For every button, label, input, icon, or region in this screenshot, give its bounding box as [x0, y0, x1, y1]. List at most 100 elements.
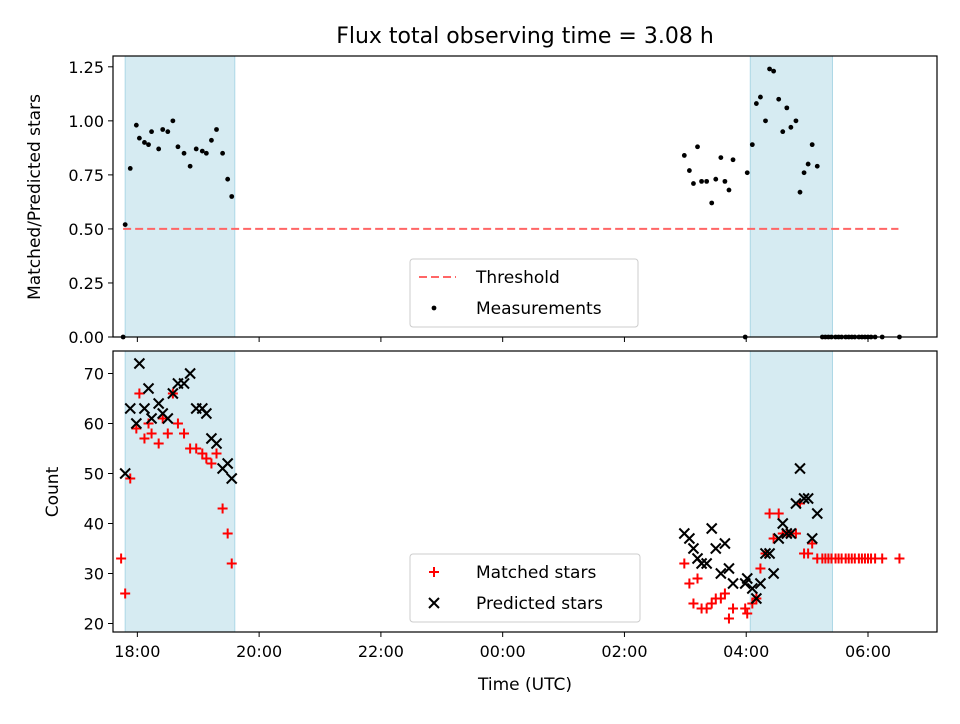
- predicted-stars-point: [719, 537, 731, 550]
- predicted-stars-point: [130, 417, 143, 430]
- measurement-point: [758, 94, 763, 100]
- y-tick-label: 30: [84, 565, 104, 584]
- predicted-stars-point: [683, 532, 696, 545]
- y-tick-label: 0.00: [68, 328, 104, 347]
- measurement-point: [704, 178, 710, 184]
- matched-stars-point: [201, 453, 212, 464]
- predicted-stars-point: [221, 457, 234, 470]
- predicted-stars-point: [798, 492, 810, 505]
- measurement-point: [193, 146, 199, 152]
- x-tick-label: 20:00: [236, 642, 282, 661]
- predicted-stars-point: [226, 472, 238, 485]
- measurement-point: [771, 68, 777, 74]
- predicted-stars-point: [777, 517, 789, 530]
- chart-title: Flux total observing time = 3.08 h: [336, 24, 714, 49]
- matched-stars-point: [679, 558, 690, 569]
- count-panel: 20 30 40 50 60 70 18:00 20:00 22:00 00:00 02:00 04:…: [84, 350, 938, 661]
- matched-stars-point: [803, 548, 814, 559]
- matched-stars-point: [139, 433, 150, 444]
- predicted-stars-point: [741, 572, 753, 585]
- measurement-point: [165, 129, 171, 135]
- predicted-stars-point: [806, 532, 818, 545]
- matched-stars-point: [222, 528, 233, 539]
- matched-stars-point: [807, 538, 818, 549]
- measurement-point: [784, 105, 790, 111]
- measurement-point: [175, 144, 181, 150]
- measurement-point: [229, 194, 235, 199]
- observing-window-band: [124, 55, 236, 338]
- ratio-y-axis-label: Matched/Predicted stars: [25, 94, 45, 300]
- matched-stars-point: [773, 508, 784, 519]
- predicted-stars-point: [794, 462, 806, 475]
- x-tick-label: 18:00: [114, 642, 160, 661]
- x-tick-label: 06:00: [845, 642, 891, 661]
- predicted-stars-point: [723, 562, 735, 575]
- axes-frame: [112, 55, 938, 338]
- legend-label: Matched stars: [476, 563, 596, 583]
- matched-stars-point: [688, 598, 699, 609]
- measurement-point: [722, 178, 728, 184]
- measurement-point: [801, 170, 807, 176]
- y-tick-label: 60: [84, 415, 104, 434]
- y-tick-label: 0.75: [68, 166, 104, 185]
- legend-label: Threshold: [475, 268, 560, 288]
- matched-stars-point: [134, 388, 145, 399]
- measurement-point: [133, 122, 139, 128]
- matched-stars-point: [684, 578, 695, 589]
- observing-window-band: [749, 350, 833, 633]
- legend-box: [409, 553, 641, 623]
- measurement-point: [203, 150, 209, 156]
- axes-frame: [112, 350, 938, 633]
- measurement-point: [753, 101, 759, 106]
- matched-stars-point: [768, 533, 779, 544]
- ratio-panel: 0.00 0.25 0.50 0.75 1.00 1.25 Threshold Measure…: [68, 55, 938, 347]
- predicted-stars-point: [790, 497, 802, 510]
- predicted-stars-point: [715, 567, 727, 580]
- measurement-point: [181, 150, 187, 156]
- legend-label: Predicted stars: [476, 594, 603, 614]
- measurement-point: [744, 170, 750, 176]
- y-tick-label: 40: [84, 515, 104, 534]
- matched-stars-point: [191, 443, 202, 454]
- matched-stars-point: [692, 573, 703, 584]
- predicted-stars-point: [772, 532, 785, 545]
- matched-stars-point: [701, 603, 712, 614]
- measurement-point: [726, 187, 732, 193]
- matched-stars-point: [125, 473, 136, 484]
- x-tick-label: 04:00: [723, 642, 769, 661]
- matched-stars-point: [226, 558, 237, 569]
- measurement-point: [225, 176, 231, 182]
- measurement-point: [122, 222, 128, 228]
- predicted-stars-point: [710, 542, 722, 555]
- matched-stars-point: [146, 428, 157, 439]
- predicted-stars-point: [119, 467, 131, 480]
- predicted-stars-point: [124, 402, 136, 415]
- matched-stars-point: [157, 413, 168, 424]
- predicted-stars-point: [210, 437, 223, 450]
- predicted-stars-point: [142, 382, 155, 395]
- predicted-stars-point: [802, 492, 814, 505]
- x-tick-label: 22:00: [358, 642, 404, 661]
- observing-window-band: [749, 55, 833, 338]
- measurement-point: [156, 146, 162, 152]
- predicted-stars-point: [145, 412, 158, 425]
- legend-box: [409, 258, 639, 328]
- predicted-stars-point: [200, 407, 213, 420]
- measurement-point: [142, 140, 147, 145]
- measurement-point: [709, 200, 715, 206]
- predicted-stars-point: [687, 542, 700, 555]
- predicted-stars-point: [167, 387, 179, 400]
- y-tick-label: 50: [84, 465, 104, 484]
- measurement-point: [686, 168, 692, 173]
- matched-stars-point: [790, 528, 801, 539]
- measurement-point: [699, 178, 704, 184]
- predicted-stars-point: [138, 402, 151, 415]
- predicted-stars-point: [700, 557, 713, 570]
- matched-stars-point: [764, 508, 775, 519]
- matched-stars-point: [162, 428, 173, 439]
- measurement-point: [136, 135, 142, 141]
- predicted-stars-point: [706, 522, 718, 535]
- measurement-point: [814, 163, 820, 169]
- measurement-point: [763, 118, 768, 124]
- measurement-point: [809, 142, 815, 148]
